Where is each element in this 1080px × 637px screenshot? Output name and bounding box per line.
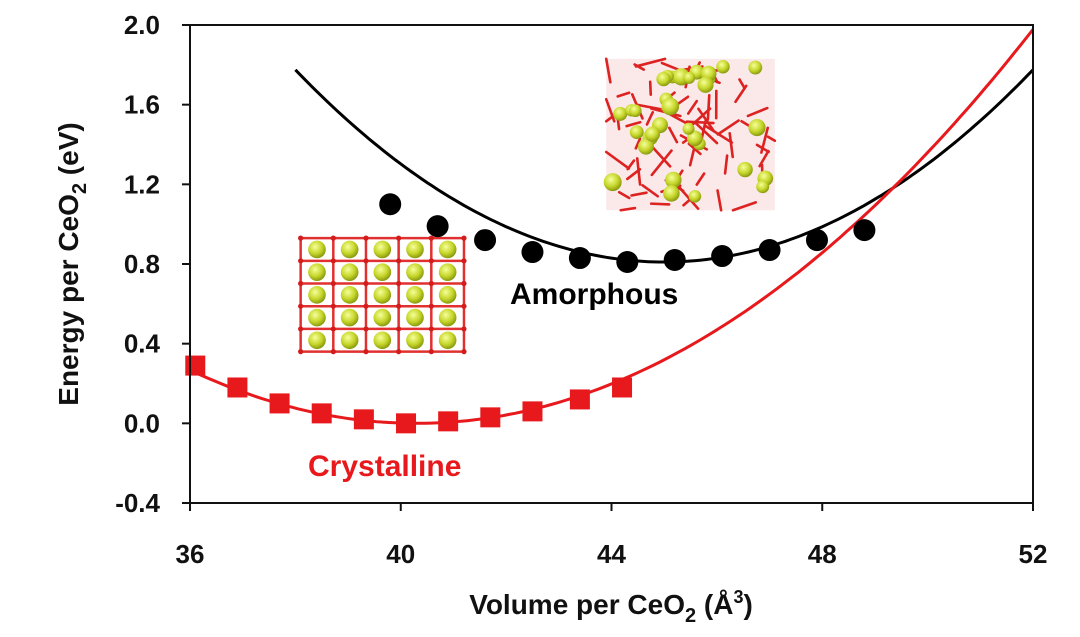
series-label-amorphous: Amorphous <box>510 278 678 311</box>
data-point-crystalline <box>522 401 543 422</box>
data-point-crystalline <box>480 407 501 428</box>
data-point-crystalline <box>227 377 248 398</box>
data-point-crystalline <box>311 403 332 424</box>
crystalline-structure-inset <box>298 235 467 355</box>
data-point-amorphous <box>805 229 828 252</box>
x-tick-label: 44 <box>597 539 626 569</box>
data-point-amorphous <box>711 245 734 268</box>
series-label-crystalline: Crystalline <box>308 450 461 483</box>
data-point-crystalline <box>438 411 459 432</box>
data-point-crystalline <box>353 409 374 430</box>
x-axis: 36 40 44 48 52 <box>176 503 1048 569</box>
data-point-amorphous <box>521 241 544 264</box>
data-point-crystalline <box>612 377 633 398</box>
y-tick-label: 0.4 <box>124 329 161 359</box>
insets <box>298 57 777 355</box>
x-tick-label: 40 <box>386 539 415 569</box>
y-tick-label: 0.0 <box>124 408 160 438</box>
y-axis: -0.4 0.0 0.4 0.8 1.2 1.6 2.0 <box>115 10 190 518</box>
y-tick-label: 1.6 <box>124 90 160 120</box>
data-point-amorphous <box>616 251 639 274</box>
data-point-amorphous <box>474 229 497 252</box>
data-point-crystalline <box>396 413 417 434</box>
data-point-amorphous <box>379 193 402 216</box>
data-point-amorphous <box>568 247 591 270</box>
y-tick-label: 2.0 <box>124 10 160 40</box>
y-tick-label: 1.2 <box>124 169 160 199</box>
data-point-crystalline <box>269 393 290 414</box>
data-point-crystalline <box>569 389 590 410</box>
y-tick-label: 0.8 <box>124 249 160 279</box>
data-point-crystalline <box>185 355 206 376</box>
x-tick-label: 52 <box>1019 539 1048 569</box>
data-points <box>185 193 876 434</box>
data-point-amorphous <box>663 249 686 272</box>
y-tick-label: -0.4 <box>115 488 160 518</box>
amorphous-structure-inset <box>603 57 777 212</box>
x-tick-label: 48 <box>808 539 837 569</box>
x-axis-title: Volume per CeO2 (Å3) <box>469 587 753 627</box>
y-axis-title: Energy per CeO2 (eV) <box>53 122 91 405</box>
x-tick-label: 36 <box>176 539 205 569</box>
data-point-amorphous <box>426 215 449 238</box>
data-point-amorphous <box>758 239 781 262</box>
data-point-amorphous <box>853 219 876 242</box>
